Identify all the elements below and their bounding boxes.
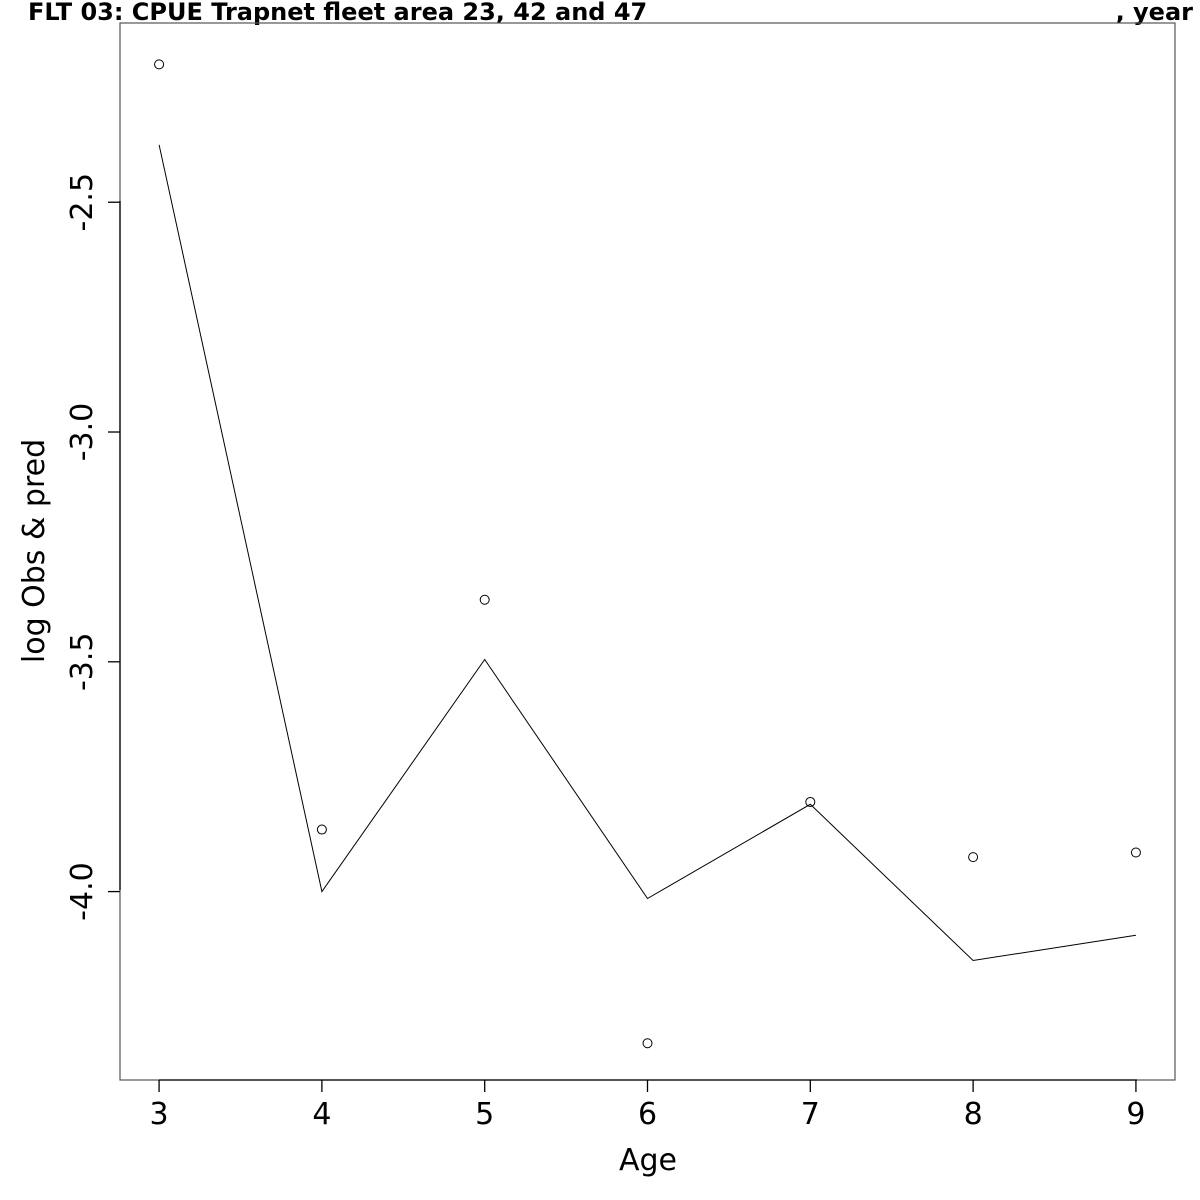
observed-point [805,796,816,807]
observed-point [316,824,327,835]
x-tick-label: 6 [638,1097,657,1132]
observed-point [968,852,979,863]
chart-title: FLT 03: CPUE Trapnet fleet area 23, 42 a… [28,0,647,26]
observed-point [1130,847,1141,858]
x-tick-label: 9 [1126,1097,1145,1132]
x-tick-label: 4 [312,1097,331,1132]
predicted-line [158,144,1136,962]
x-tick-label: 8 [964,1097,983,1132]
y-tick-label: -2.5 [65,173,100,232]
x-tick-label: 7 [801,1097,820,1132]
x-axis-label: Age [619,1143,677,1178]
x-axis-ticks: 3 4 5 6 7 8 9 [150,1080,1145,1132]
y-tick-label: -3.5 [65,633,100,692]
x-tick-label: 5 [475,1097,494,1132]
observed-point [154,59,165,70]
y-axis-label: log Obs & pred [17,439,52,663]
observed-points [154,59,1141,1049]
y-tick-label: -3.0 [65,403,100,462]
y-axis-ticks: -4.0 -3.5 -3.0 -2.5 [65,173,120,921]
x-tick-label: 3 [150,1097,169,1132]
y-tick-label: -4.0 [65,862,100,921]
plot-frame [119,22,1176,1081]
chart-title-suffix: , year [1116,0,1194,26]
observed-point [479,594,490,605]
observed-point [642,1038,653,1049]
